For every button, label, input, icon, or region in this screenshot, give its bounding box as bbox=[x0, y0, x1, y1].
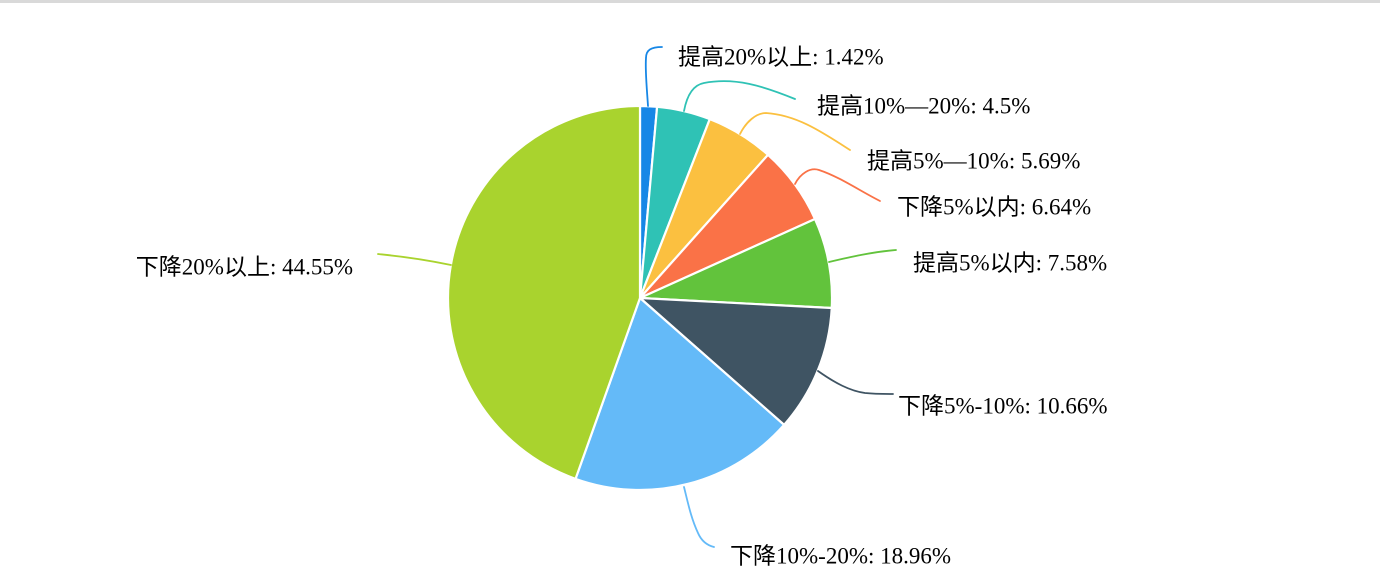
leader-lines-group bbox=[377, 46, 897, 548]
slice-label-3: 下降5%以内: 6.64% bbox=[897, 195, 1091, 220]
leader-line-4 bbox=[828, 249, 897, 263]
pie-slice-6[interactable] bbox=[574, 296, 786, 492]
slice-label-0: 提高20%以上: 1.42% bbox=[678, 45, 884, 70]
leader-line-5 bbox=[817, 370, 894, 395]
leader-line-0 bbox=[644, 46, 663, 107]
top-divider-rule bbox=[0, 0, 1380, 3]
slice-label-6: 下降10%-20%: 18.96% bbox=[730, 544, 951, 569]
slice-label-7: 下降20%以上: 44.55% bbox=[136, 255, 353, 280]
slice-label-2: 提高5%—10%: 5.69% bbox=[867, 149, 1080, 174]
leader-line-1 bbox=[683, 80, 796, 112]
leader-line-6 bbox=[683, 486, 715, 548]
slice-labels-group: 提高20%以上: 1.42% 提高10%—20%: 4.5% 提高5%—10%: 5… bbox=[136, 45, 1108, 569]
leader-line-2 bbox=[739, 112, 851, 151]
leader-line-7 bbox=[377, 253, 452, 266]
slice-label-1: 提高10%—20%: 4.5% bbox=[817, 94, 1030, 119]
pie-slices-group bbox=[446, 104, 834, 492]
slice-label-4: 提高5%以内: 7.58% bbox=[913, 251, 1107, 276]
leader-line-3 bbox=[794, 168, 881, 202]
slice-label-5: 下降5%-10%: 10.66% bbox=[898, 394, 1108, 419]
